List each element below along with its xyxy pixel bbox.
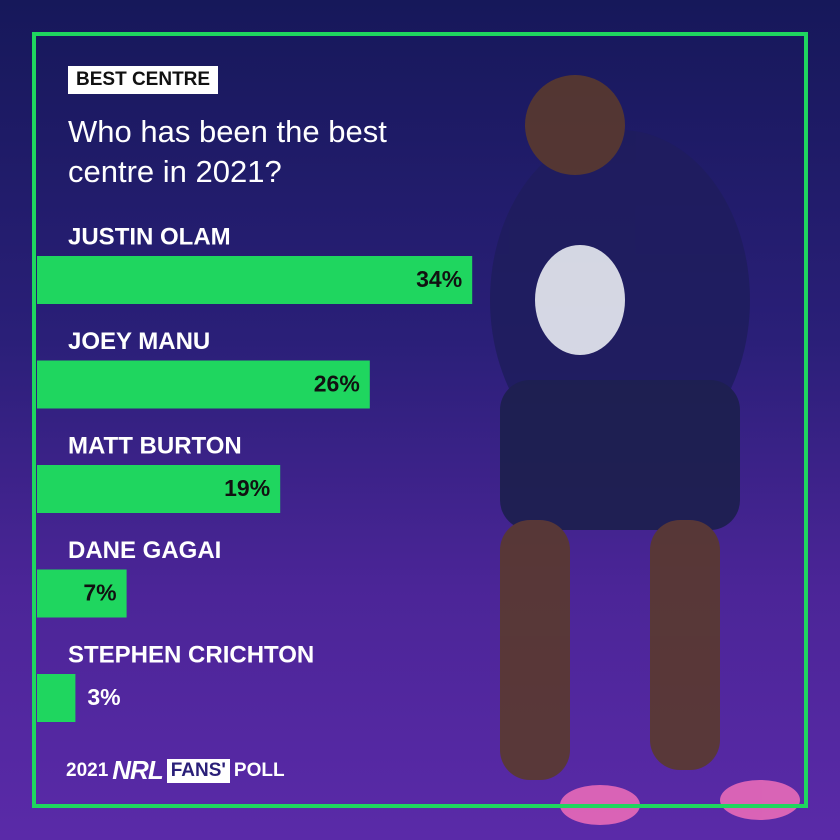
category-label: DANE GAGAI (68, 537, 221, 564)
footer-brand: NRL (112, 755, 163, 785)
chart-title: Who has been the best centre in 2021? (68, 114, 387, 189)
player-photo (490, 75, 800, 825)
bar (37, 674, 76, 722)
value-label: 34% (416, 266, 462, 292)
value-label: 7% (83, 580, 116, 606)
category-label: JUSTIN OLAM (68, 223, 231, 250)
footer-year: 2021 (66, 759, 109, 781)
category-label: STEPHEN CRICHTON (68, 641, 314, 668)
value-label: 3% (87, 684, 120, 710)
value-label: 19% (224, 475, 270, 501)
frame (32, 32, 808, 808)
tag: BEST CENTRE (68, 66, 219, 94)
bar (37, 360, 370, 409)
footer-label: POLL (233, 759, 285, 781)
value-label: 26% (314, 371, 360, 397)
bar (37, 569, 127, 618)
category-label: MATT BURTON (68, 432, 242, 459)
footer: 2021 NRL FANS' POLL (66, 755, 285, 786)
category-label: JOEY MANU (68, 328, 210, 355)
bar (37, 465, 281, 513)
bar (37, 256, 473, 304)
footer-badge: FANS' (166, 758, 230, 783)
